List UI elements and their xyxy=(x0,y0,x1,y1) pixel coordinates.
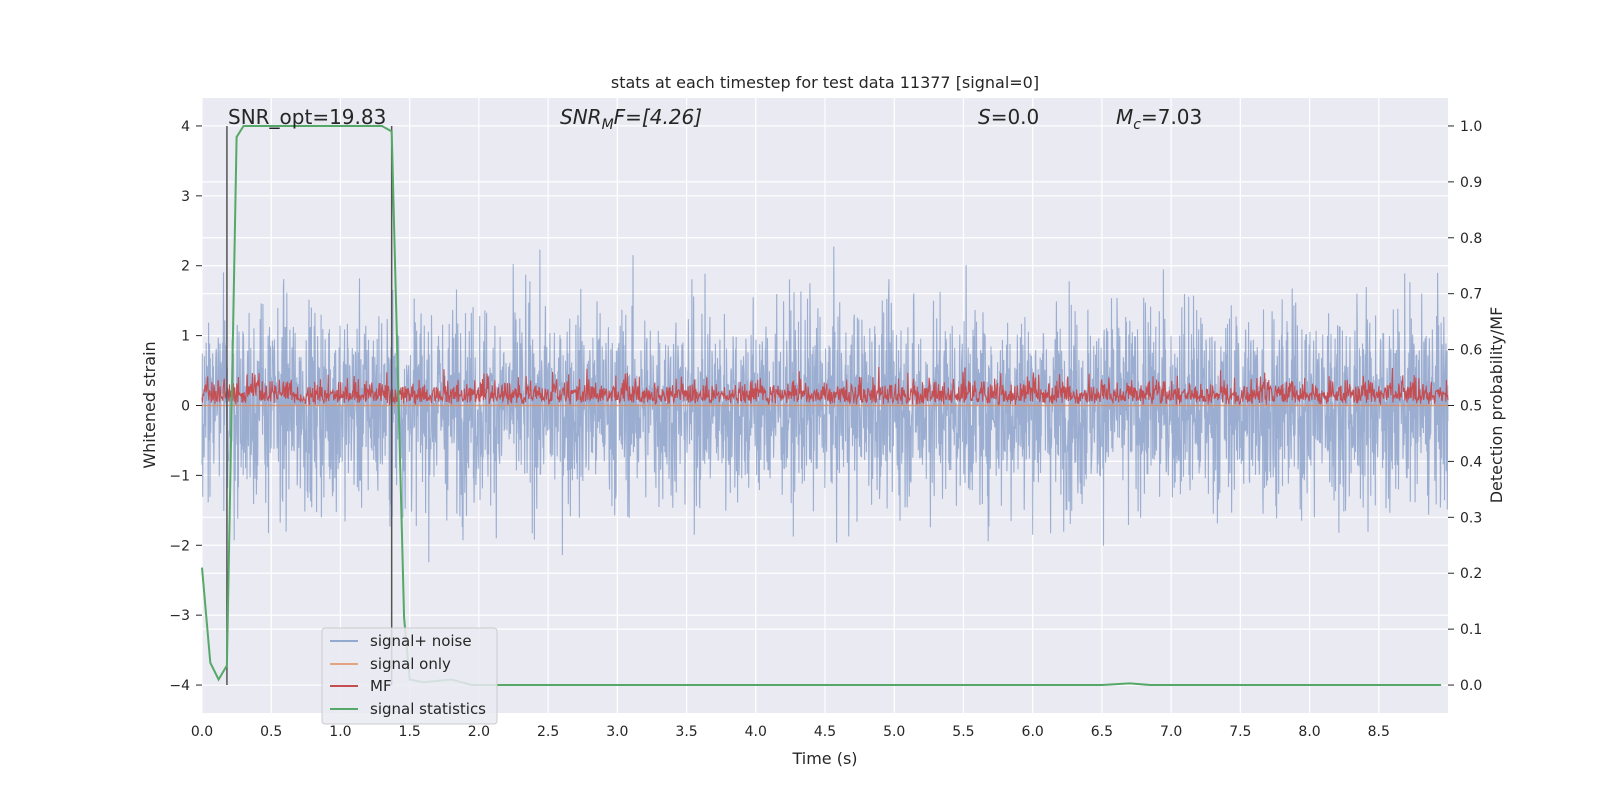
mf-series xyxy=(201,366,1449,407)
x-tick-label: 8.0 xyxy=(1298,724,1320,740)
x-tick-label: 7.0 xyxy=(1160,724,1182,740)
signal-noise-line xyxy=(201,246,1449,563)
y-axis-label-left: Whitened strain xyxy=(140,341,159,468)
annotation-snr-opt: SNR_opt=19.83 xyxy=(228,105,386,129)
y-tick-label-right: 0.3 xyxy=(1460,510,1482,526)
x-tick-label: 2.5 xyxy=(537,724,559,740)
y-tick-label-right: 0.6 xyxy=(1460,343,1482,359)
y-tick-label-right: 0.1 xyxy=(1460,622,1482,638)
y-tick-label-left: 0 xyxy=(181,399,190,415)
legend-label-signal-only: signal only xyxy=(370,655,451,673)
legend-label-signal-statistics: signal statistics xyxy=(370,700,486,718)
x-tick-label: 0.5 xyxy=(260,724,282,740)
legend-box xyxy=(321,627,498,725)
y-axis-label-right: Detection probability/MF xyxy=(1487,307,1506,504)
x-tick-label: 4.5 xyxy=(814,724,836,740)
legend-label-mf: MF xyxy=(370,677,392,695)
y-tick-label-right: 0.7 xyxy=(1460,287,1482,303)
x-tick-label: 0.0 xyxy=(191,724,213,740)
y-tick-label-left: 4 xyxy=(181,119,190,135)
x-tick-label: 3.0 xyxy=(606,724,628,740)
vertical-markers xyxy=(226,125,393,686)
x-tick-label: 1.5 xyxy=(399,724,421,740)
signal-statistics-line xyxy=(201,125,1442,686)
x-tick-label: 4.0 xyxy=(745,724,767,740)
y-tick-label-left: −3 xyxy=(169,608,190,624)
x-tick-label: 7.5 xyxy=(1229,724,1251,740)
x-tick-label: 2.0 xyxy=(468,724,490,740)
x-tick-label: 3.5 xyxy=(675,724,697,740)
y-tick-label-right: 0.4 xyxy=(1460,454,1482,470)
signal-statistics-series xyxy=(201,125,1442,686)
ticks: 0.0 0.5 1.0 1.5 2.0 2.5 3.0 3.5 4.0 4.5 5.0 5.5 6.0 6… xyxy=(169,119,1482,740)
x-tick-label: 5.0 xyxy=(883,724,905,740)
x-tick-label: 1.0 xyxy=(329,724,351,740)
signal-noise-series xyxy=(201,246,1449,563)
y-tick-label-left: −1 xyxy=(169,468,190,484)
y-tick-label-left: 1 xyxy=(181,329,190,345)
y-tick-label-right: 0.9 xyxy=(1460,175,1482,191)
x-tick-label: 6.0 xyxy=(1022,724,1044,740)
x-tick-label: 8.5 xyxy=(1368,724,1390,740)
x-tick-label: 6.5 xyxy=(1091,724,1113,740)
annotation-snr-mf: SNRMF=[4.26] xyxy=(560,105,702,133)
y-tick-label-left: −2 xyxy=(169,538,190,554)
y-tick-label-right: 0.2 xyxy=(1460,566,1482,582)
x-tick-label: 5.5 xyxy=(952,724,974,740)
annotation-mc: Mc=7.03 xyxy=(1116,105,1202,133)
legend: signal+ noise signal only MF signal stat… xyxy=(321,627,498,725)
y-tick-label-right: 0.8 xyxy=(1460,231,1482,247)
annotation-s: S=0.0 xyxy=(978,105,1039,129)
y-tick-label-right: 0.0 xyxy=(1460,678,1482,694)
y-tick-label-right: 1.0 xyxy=(1460,119,1482,135)
chart-title: stats at each timestep for test data 113… xyxy=(611,73,1039,92)
y-tick-label-left: 3 xyxy=(181,189,190,205)
y-tick-label-right: 0.5 xyxy=(1460,399,1482,415)
mf-line xyxy=(201,366,1449,407)
y-tick-label-left: −4 xyxy=(169,678,190,694)
y-tick-label-left: 2 xyxy=(181,259,190,275)
x-axis-label: Time (s) xyxy=(791,749,857,768)
legend-label-signal-noise: signal+ noise xyxy=(370,632,472,650)
